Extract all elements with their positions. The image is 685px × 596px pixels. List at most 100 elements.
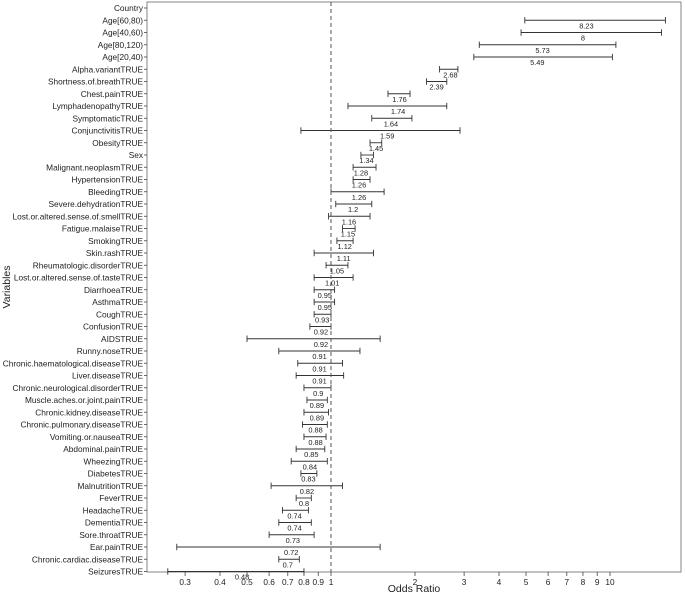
forest-row: Liver.diseaseTRUE 0.91 bbox=[72, 371, 345, 386]
forest-row: DementiaTRUE 0.74 bbox=[85, 518, 312, 533]
or-value-label: 0.89 bbox=[310, 413, 324, 422]
or-value-label: 1.16 bbox=[342, 217, 356, 226]
y-tick-label: Chronic.haematological.diseaseTRUE bbox=[3, 358, 144, 368]
y-tick-label: Ear.painTRUE bbox=[90, 542, 143, 552]
or-value-label: 0.95 bbox=[318, 303, 332, 312]
y-tick-label: Vomiting.or.nauseaTRUE bbox=[50, 432, 144, 442]
y-tick-label: WheezingTRUE bbox=[84, 456, 144, 466]
forest-row: Alpha.variantTRUE 2.68 bbox=[72, 64, 459, 79]
y-tick-label: ConfusionTRUE bbox=[83, 322, 143, 332]
or-value-label: 0.48 bbox=[235, 573, 249, 582]
x-tick-label: 10 bbox=[605, 577, 615, 587]
forest-row: Chronic.pulmonary.diseaseTRUE 0.88 bbox=[20, 420, 328, 435]
y-tick-label: Rheumatologic.disorderTRUE bbox=[33, 260, 144, 270]
x-tick-label: 5 bbox=[524, 577, 529, 587]
or-value-label: 0.82 bbox=[300, 487, 314, 496]
or-value-label: 1.26 bbox=[352, 181, 366, 190]
or-value-label: 0.8 bbox=[299, 499, 309, 508]
y-tick-label: SeizuresTRUE bbox=[88, 567, 143, 577]
forest-row: Lost.or.altered.sense.of.tasteTRUE 1.01 bbox=[14, 273, 354, 288]
y-tick-label: Abdominal.painTRUE bbox=[63, 444, 143, 454]
y-tick-label: Runny.noseTRUE bbox=[77, 346, 144, 356]
forest-row: Country bbox=[114, 3, 147, 13]
or-value-label: 2.39 bbox=[429, 83, 443, 92]
or-value-label: 0.85 bbox=[304, 450, 318, 459]
y-tick-label: Skin.rashTRUE bbox=[86, 248, 144, 258]
y-tick-label: FeverTRUE bbox=[99, 493, 143, 503]
or-value-label: 1.64 bbox=[384, 119, 398, 128]
forest-row: AIDSTRUE 0.92 bbox=[101, 334, 381, 349]
y-tick-label: MalnutritionTRUE bbox=[78, 481, 144, 491]
x-tick-label: 0.9 bbox=[312, 577, 324, 587]
or-value-label: 0.91 bbox=[312, 364, 326, 373]
forest-row: Skin.rashTRUE 1.11 bbox=[86, 248, 374, 263]
or-value-label: 0.74 bbox=[287, 511, 301, 520]
x-tick-label: 0.3 bbox=[179, 577, 191, 587]
x-axis-title: Odds Ratio bbox=[388, 583, 441, 595]
y-tick-label: HypertensionTRUE bbox=[72, 175, 144, 185]
forest-row: Ear.painTRUE 0.72 bbox=[90, 542, 381, 557]
or-value-label: 0.72 bbox=[284, 548, 298, 557]
or-value-label: 1.28 bbox=[354, 168, 368, 177]
y-tick-label: Malignant.neoplasmTRUE bbox=[46, 162, 143, 172]
x-tick-label: 0.5 bbox=[241, 577, 253, 587]
forest-row: Sex 1.34 bbox=[129, 150, 374, 165]
y-tick-label: Sore.throatTRUE bbox=[79, 530, 143, 540]
or-value-label: 0.7 bbox=[283, 560, 293, 569]
forest-row: Vomiting.or.nauseaTRUE 0.88 bbox=[50, 432, 327, 447]
x-tick-label: 2 bbox=[413, 577, 418, 587]
x-tick-label: 7 bbox=[564, 577, 569, 587]
y-tick-label: Lost.or.altered.sense.of.smellTRUE bbox=[12, 211, 143, 221]
y-tick-label: SmokingTRUE bbox=[88, 236, 143, 246]
or-value-label: 1.59 bbox=[380, 132, 394, 141]
y-tick-label: Muscle.aches.or.joint.painTRUE bbox=[25, 395, 144, 405]
or-value-label: 2.68 bbox=[443, 70, 457, 79]
y-tick-label: DiarrhoeaTRUE bbox=[84, 285, 143, 295]
forest-row: HypertensionTRUE 1.26 bbox=[72, 175, 371, 190]
or-value-label: 0.92 bbox=[314, 340, 328, 349]
x-tick-label: 0.8 bbox=[298, 577, 310, 587]
forest-row: Lost.or.altered.sense.of.smellTRUE 1.16 bbox=[12, 211, 371, 226]
forest-row: SmokingTRUE 1.12 bbox=[88, 236, 354, 251]
y-tick-label: Fatigue.malaiseTRUE bbox=[62, 224, 144, 234]
or-value-label: 8.23 bbox=[579, 21, 593, 30]
forest-row: Abdominal.painTRUE 0.85 bbox=[63, 444, 326, 459]
y-tick-label: Age[20,40) bbox=[102, 52, 143, 62]
forest-row: Chronic.cardiac.diseaseTRUE 0.7 bbox=[32, 554, 300, 569]
forest-row: SymptomaticTRUE 1.64 bbox=[72, 113, 413, 128]
or-value-label: 5.49 bbox=[530, 58, 544, 67]
x-tick-label: 0.6 bbox=[263, 577, 275, 587]
y-tick-label: Alpha.variantTRUE bbox=[72, 64, 143, 74]
y-tick-label: Sex bbox=[129, 150, 144, 160]
forest-row: ConfusionTRUE 0.92 bbox=[83, 322, 332, 337]
y-tick-label: DiabetesTRUE bbox=[88, 469, 144, 479]
y-tick-label: Shortness.of.breathTRUE bbox=[48, 77, 143, 87]
y-tick-label: Chronic.neurological.disorderTRUE bbox=[12, 383, 143, 393]
rows-layer: CountryAge[60,80)8.23Age[40,60)8Age[80,1… bbox=[3, 3, 666, 582]
or-value-label: 0.74 bbox=[287, 524, 301, 533]
forest-row: LymphadenopathyTRUE 1.74 bbox=[52, 101, 448, 116]
or-value-label: 0.91 bbox=[312, 352, 326, 361]
forest-row: AsthmaTRUE 0.95 bbox=[92, 297, 336, 312]
forest-row: Chronic.haematological.diseaseTRUE 0.91 bbox=[3, 358, 343, 373]
or-value-label: 1.74 bbox=[391, 107, 405, 116]
y-tick-label: SymptomaticTRUE bbox=[72, 113, 143, 123]
x-tick-label: 3 bbox=[462, 577, 467, 587]
or-value-label: 1.11 bbox=[337, 254, 351, 263]
or-value-label: 0.93 bbox=[315, 315, 329, 324]
or-value-label: 0.91 bbox=[312, 377, 326, 386]
y-tick-label: HeadacheTRUE bbox=[83, 505, 144, 515]
forest-row: Runny.noseTRUE 0.91 bbox=[77, 346, 361, 361]
y-tick-label: Chronic.kidney.diseaseTRUE bbox=[35, 407, 143, 417]
forest-row: Age[40,60) 8 bbox=[102, 28, 662, 43]
y-tick-label: Age[80,120) bbox=[98, 40, 143, 50]
y-tick-label: DementiaTRUE bbox=[85, 518, 144, 528]
x-tick-label: 0.4 bbox=[214, 577, 226, 587]
y-tick-label: Chest.painTRUE bbox=[81, 89, 144, 99]
forest-row: ConjunctivitisTRUE 1.59 bbox=[72, 126, 461, 141]
or-value-label: 0.9 bbox=[313, 389, 323, 398]
x-axis: 0.3 0.4 0.5 0.6 0.7 0.8 0.9 1 2 3 4 5 6 7 8 9 10 bbox=[179, 572, 615, 587]
forest-row: WheezingTRUE 0.84 bbox=[84, 456, 328, 471]
y-tick-label: ConjunctivitisTRUE bbox=[72, 126, 144, 136]
y-tick-label: AIDSTRUE bbox=[101, 334, 143, 344]
